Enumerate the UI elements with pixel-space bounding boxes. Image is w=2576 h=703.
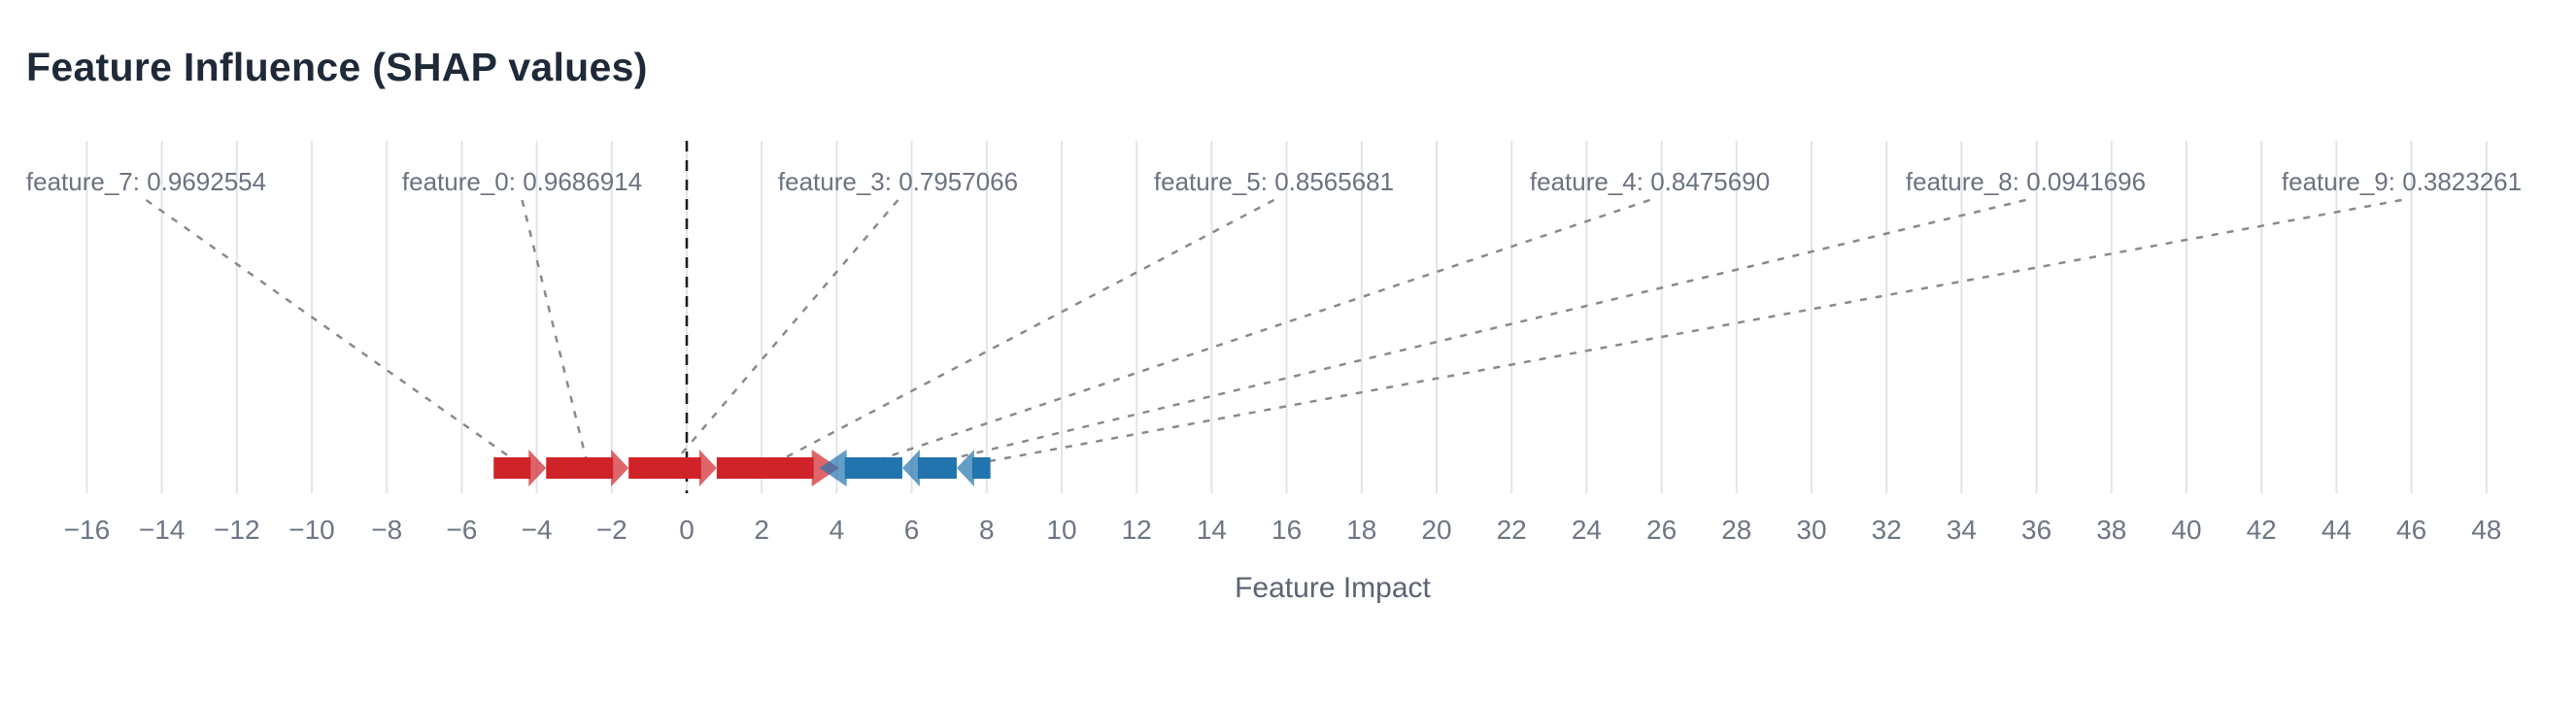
tick-label-18: 18	[1346, 515, 1376, 545]
tick-label--4: −4	[522, 515, 553, 545]
feature-label-feature_5: feature_5: 0.8565681	[1154, 167, 1394, 196]
tick-labels-layer: −16 −14 −12 −10 −8 −6 −4 −2 0 2 4 6 8 10 12 14 16 18 20 22 2…	[64, 515, 2502, 545]
tick-label--6: −6	[446, 515, 477, 545]
arrow-head-feature_8	[901, 450, 920, 486]
connector-feature_7	[145, 198, 521, 466]
tick-label-28: 28	[1721, 515, 1751, 545]
arrow-body-feature_5	[716, 457, 814, 479]
arrow-head-feature_3	[698, 450, 717, 486]
tick-label-38: 38	[2096, 515, 2126, 545]
tick-label--10: −10	[288, 515, 335, 545]
tick-label-32: 32	[1872, 515, 1902, 545]
arrow-feature_0[interactable]	[546, 450, 629, 486]
tick-label--14: −14	[139, 515, 186, 545]
arrow-head-feature_4	[819, 450, 847, 486]
arrow-body-feature_0	[546, 457, 614, 479]
tick-label-44: 44	[2322, 515, 2352, 545]
tick-label-34: 34	[1947, 515, 1977, 545]
arrow-body-feature_7	[493, 457, 531, 479]
feature-label-feature_9: feature_9: 0.3823261	[2282, 167, 2522, 196]
connector-feature_0	[521, 199, 589, 465]
tick-label-36: 36	[2021, 515, 2051, 545]
arrow-feature_7[interactable]	[493, 450, 547, 486]
connector-feature_8	[929, 198, 2026, 466]
feature-label-feature_3: feature_3: 0.7957066	[778, 167, 1018, 196]
arrow-body-feature_8	[917, 457, 957, 479]
tick-label-2: 2	[754, 515, 769, 545]
tick-label-12: 12	[1122, 515, 1152, 545]
tick-label-0: 0	[679, 515, 695, 545]
tick-label--12: −12	[214, 515, 260, 545]
chart-title: Feature Influence (SHAP values)	[26, 45, 648, 89]
arrow-head-feature_7	[528, 450, 547, 486]
feature-label-feature_7: feature_7: 0.9692554	[26, 167, 266, 196]
feature-labels-layer: feature_7: 0.9692554 feature_0: 0.9686914…	[26, 167, 2522, 196]
arrow-head-feature_9	[956, 450, 974, 486]
arrows-layer	[493, 450, 991, 486]
tick-label-14: 14	[1197, 515, 1227, 545]
tick-label--16: −16	[64, 515, 111, 545]
arrow-body-feature_3	[628, 457, 701, 479]
tick-label--8: −8	[371, 515, 402, 545]
tick-label-30: 30	[1796, 515, 1826, 545]
tick-label-16: 16	[1271, 515, 1302, 545]
arrow-body-feature_4	[844, 457, 902, 479]
feature-label-feature_0: feature_0: 0.9686914	[402, 167, 642, 196]
connector-feature_3	[671, 199, 899, 465]
connector-feature_5	[772, 198, 1275, 466]
arrow-feature_9[interactable]	[956, 450, 991, 486]
tick-label-42: 42	[2247, 515, 2277, 545]
x-axis-title: Feature Impact	[1235, 572, 1431, 604]
connectors-layer	[145, 198, 2402, 466]
tick-label-48: 48	[2471, 515, 2501, 545]
tick-label-22: 22	[1497, 515, 1527, 545]
tick-label-8: 8	[979, 515, 995, 545]
tick-label-6: 6	[904, 515, 920, 545]
feature-label-feature_4: feature_4: 0.8475690	[1530, 167, 1770, 196]
tick-label-20: 20	[1421, 515, 1451, 545]
connector-feature_4	[864, 198, 1650, 466]
arrow-feature_3[interactable]	[628, 450, 717, 486]
tick-label-24: 24	[1572, 515, 1602, 545]
tick-label-40: 40	[2171, 515, 2201, 545]
tick-label--2: −2	[596, 515, 627, 545]
feature-label-feature_8: feature_8: 0.0941696	[1906, 167, 2146, 196]
arrow-body-feature_9	[971, 457, 991, 479]
tick-label-4: 4	[830, 515, 845, 545]
tick-label-26: 26	[1646, 515, 1677, 545]
arrow-head-feature_0	[611, 450, 629, 486]
tick-label-46: 46	[2396, 515, 2426, 545]
tick-label-10: 10	[1046, 515, 1076, 545]
arrow-feature_4[interactable]	[819, 450, 902, 486]
arrow-feature_8[interactable]	[901, 450, 957, 486]
